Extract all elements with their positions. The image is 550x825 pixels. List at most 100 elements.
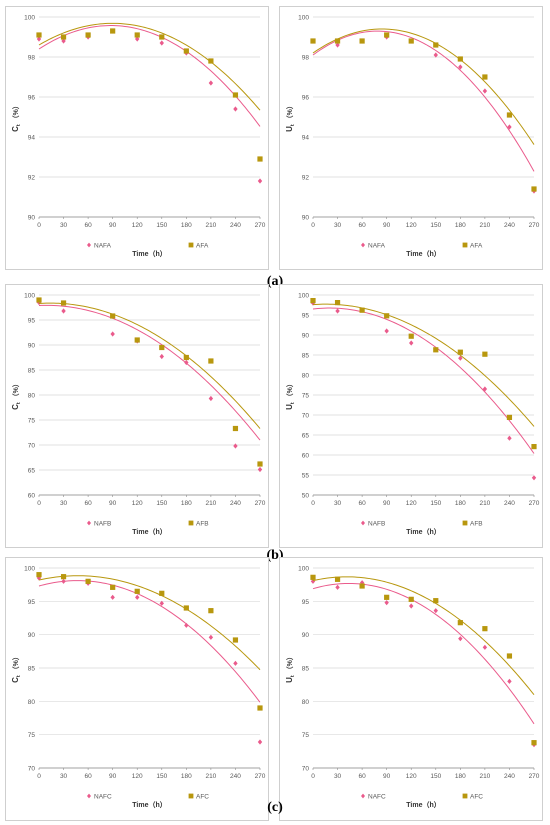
- y-tick-label: 90: [28, 215, 36, 222]
- data-point-afb: [36, 297, 42, 303]
- data-point-nafc: [433, 608, 438, 614]
- x-tick-label: 270: [529, 773, 540, 780]
- data-point-afc: [506, 653, 513, 659]
- data-point-nafb: [458, 355, 463, 361]
- y-axis-label-main: C: [11, 404, 20, 410]
- data-point-nafc: [135, 594, 140, 600]
- fit-curve-nafc: [312, 582, 535, 725]
- x-tick-label: 270: [255, 500, 266, 507]
- y-axis-label-main: U: [285, 404, 294, 410]
- x-tick-label: 30: [334, 773, 342, 780]
- legend-label-nafa: NAFA: [94, 243, 112, 250]
- y-tick-label: 55: [302, 473, 310, 480]
- data-point-afa: [457, 56, 463, 62]
- x-tick-label: 120: [406, 773, 417, 780]
- data-point-afa: [359, 38, 365, 44]
- data-point-nafa: [433, 52, 438, 58]
- y-axis-label: Ut （%）: [285, 380, 296, 410]
- data-point-nafb: [257, 466, 263, 473]
- fit-curve-nafc: [38, 580, 261, 703]
- y-tick-label: 100: [298, 293, 309, 300]
- y-tick-label: 96: [302, 95, 310, 102]
- fit-curve-afb: [38, 302, 261, 429]
- data-point-nafb: [110, 331, 115, 337]
- fit-curve-afa: [312, 28, 535, 145]
- data-point-nafc: [110, 594, 115, 600]
- y-axis-label-sub: t: [16, 402, 22, 404]
- x-tick-label: 150: [156, 773, 167, 780]
- data-point-nafa: [208, 80, 214, 86]
- x-tick-label: 0: [311, 773, 315, 780]
- data-point-afa: [85, 32, 91, 38]
- x-tick-label: 180: [181, 773, 192, 780]
- data-point-afc: [310, 574, 316, 580]
- x-tick-label: 270: [255, 773, 266, 780]
- legend-marker-nafc: [361, 793, 365, 799]
- data-point-afb: [159, 344, 165, 351]
- legend-label-afa: AFA: [196, 243, 209, 250]
- y-tick-label: 85: [28, 368, 36, 375]
- y-axis-label-unit: （%）: [286, 102, 294, 124]
- data-point-afa: [36, 32, 42, 38]
- x-tick-label: 60: [84, 500, 92, 507]
- data-point-afc: [85, 578, 91, 584]
- x-axis-label: Time（h）: [132, 250, 167, 258]
- data-point-afc: [134, 588, 140, 594]
- chart-svg: 90 92 94 96 98 100 0 30 60 90 120 150 180 210 240 270 Ut…: [285, 15, 540, 259]
- x-tick-label: 60: [358, 773, 366, 780]
- data-point-afc: [60, 574, 67, 580]
- data-point-afb: [232, 425, 239, 432]
- chart-svg: 90 92 94 96 98 100 0 30 60 90 120 150 180 210 240 270 Ct…: [11, 15, 266, 259]
- x-tick-label: 210: [479, 773, 490, 780]
- y-axis-label: Ct （%）: [11, 380, 22, 410]
- y-axis-label: Ut （%）: [285, 102, 296, 132]
- legend-label-nafb: NAFB: [368, 521, 385, 528]
- data-point-nafa: [507, 124, 512, 130]
- y-axis-label-sub: t: [16, 124, 22, 126]
- x-axis-label: Time（h）: [406, 250, 441, 258]
- data-point-afb: [531, 444, 537, 450]
- legend-label-afc: AFC: [470, 794, 483, 801]
- data-point-afa: [208, 58, 214, 64]
- data-point-afb: [359, 307, 365, 313]
- fit-curve-afc: [38, 575, 261, 671]
- chart-svg: 60 65 70 75 80 85 90 95 100 0 30 60 90 120 150 180 210 24…: [11, 293, 266, 537]
- y-tick-label: 92: [302, 175, 310, 182]
- y-axis-label-sub: t: [290, 675, 296, 677]
- data-point-afb: [506, 414, 513, 420]
- y-axis-label-main: C: [11, 677, 20, 683]
- legend-label-afc: AFC: [196, 794, 209, 801]
- legend-label-afb: AFB: [470, 521, 483, 528]
- legend-marker-nafc: [87, 793, 91, 799]
- y-tick-label: 60: [302, 453, 310, 460]
- data-point-nafb: [184, 359, 189, 366]
- y-tick-label: 90: [302, 333, 310, 340]
- data-point-nafc: [61, 578, 66, 584]
- x-axis-label: Time（h）: [406, 528, 441, 536]
- legend-marker-nafb: [87, 520, 91, 526]
- y-tick-label: 100: [298, 15, 309, 22]
- data-point-afc: [232, 637, 239, 643]
- data-point-afb: [310, 298, 316, 304]
- data-point-afc: [408, 596, 414, 602]
- x-tick-label: 240: [504, 773, 515, 780]
- x-tick-label: 240: [230, 500, 241, 507]
- y-axis-label-main: U: [285, 126, 294, 132]
- data-point-nafc: [458, 636, 463, 642]
- x-tick-label: 0: [37, 222, 41, 229]
- data-point-nafc: [184, 622, 189, 628]
- y-tick-label: 100: [298, 566, 309, 573]
- legend-marker-nafa: [87, 242, 91, 248]
- data-point-nafc: [409, 603, 414, 609]
- data-point-nafb: [531, 475, 537, 481]
- x-tick-label: 270: [529, 222, 540, 229]
- y-tick-label: 80: [28, 699, 36, 706]
- x-tick-label: 90: [383, 222, 391, 229]
- data-point-nafa: [482, 88, 488, 94]
- fit-curve-nafb: [312, 307, 535, 454]
- x-tick-label: 30: [60, 773, 68, 780]
- x-axis-label: Time（h）: [132, 801, 167, 809]
- x-tick-label: 180: [455, 500, 466, 507]
- y-tick-label: 95: [28, 318, 36, 325]
- data-point-afa: [183, 48, 189, 54]
